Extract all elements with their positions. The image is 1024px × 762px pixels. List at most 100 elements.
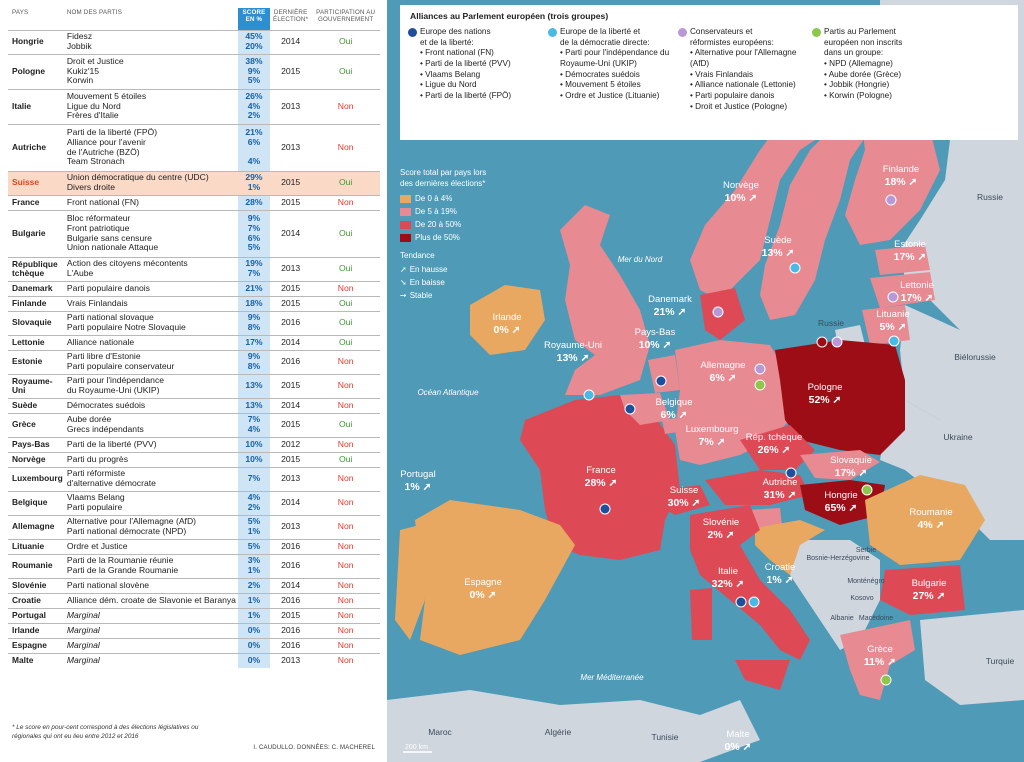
score-class: De 0 à 4% [400,193,530,206]
cell-partis: Vlaams Belang Parti populaire [64,490,238,515]
cell-partis: Vrais Finlandais [64,295,238,311]
table-row: République tchèque Action des citoyens mé… [8,256,380,281]
map-country-score: 32% ➚ [712,578,745,590]
party-score: 4% [247,100,261,111]
map-country-name: Belgique [656,397,693,408]
cell-score: 26% 4% 2% [237,88,270,124]
alliance-color-dot [678,28,687,37]
party-score: 0% [247,624,261,635]
party-score: 7% [247,268,261,278]
cell-gouvernement: Non [311,622,380,638]
cell-election: 2015 [269,451,312,467]
country-belarus [900,305,1024,420]
party-score: 4% [247,492,261,503]
table-row: Italie Mouvement 5 étoiles Ligue du Nord Fr… [8,88,380,124]
map-other-country-label: Monténégro [847,578,884,585]
alliance-color-dot [812,28,821,37]
map-country-name: Espagne [464,577,502,588]
cell-pays: Irlande [8,622,65,638]
cell-score: 2% [237,577,270,593]
map-other-country-label: Albanie [830,615,853,622]
party-score: 10% [245,438,263,449]
cell-election: 2015 [269,295,312,311]
map-country-score: 0% ➚ [494,324,521,336]
trend-item: ➚ En hausse [400,265,448,275]
cell-gouvernement: Oui [311,53,380,89]
cell-partis: Marginal [64,637,238,653]
cell-score: 45% 20% [237,29,270,54]
cell-gouvernement: Oui [311,334,380,350]
cell-pays: Espagne [8,637,65,653]
alliance-party: Parti populaire danois [690,91,806,102]
map-country-name: Suisse [670,485,699,496]
table-row: Suède Démocrates suédois 13% 2014 Non [8,397,380,413]
party-name: du Royaume-Uni (UKIP) [66,385,160,395]
map-country-name: Irlande [492,312,521,323]
cell-gouvernement: Oui [311,295,380,311]
party-name: Parti de la liberté (FPÖ) [66,127,158,138]
country-italy [690,505,810,660]
map-country-name: Pays-Bas [635,327,676,338]
cell-election: 2014 [269,334,312,350]
country-switzerland [658,485,710,515]
cell-election: 2016 [269,622,312,638]
map-country-name: Malte [726,729,749,740]
dot-france-enf [599,503,611,515]
cell-score: 29% 1% [237,170,270,195]
cell-partis: Droit et Justice Kukiz'15 Korwin [64,53,238,89]
party-score: 0% [247,639,261,650]
map-other-country-label: Russie [818,318,844,328]
table-row: Luxembourg Parti réformiste d'alternative … [8,466,380,491]
trend-item: ➙ Stable [400,291,433,301]
country-uk [560,205,650,395]
map-country-name: Norvège [723,180,759,191]
col-header-partis: NOM DES PARTIS [66,9,123,16]
cell-score: 17% [237,334,270,350]
map-country-name: Allemagne [701,360,746,371]
party-score: 28% [245,196,263,207]
table-header-row: PAYS NOM DES PARTIS SCORE EN % DERNIÈRE … [8,8,380,30]
party-name: Union démocratique du centre (UDC) [66,172,209,183]
table-row: France Front national (FN) 28% 2015 Non [8,194,380,210]
map-country-score: 17% ➚ [901,292,934,304]
party-name: Marginal [66,654,100,665]
cell-partis: Parti national slovène [64,577,238,593]
cell-election: 2015 [269,170,312,195]
party-score: 5% [247,242,261,253]
party-score: 5% [247,540,261,551]
alliance-party: Parti de la liberté (FPÖ) [420,91,536,102]
trend-arrow-icon: ➙ [400,291,407,301]
cell-election: 2016 [269,592,312,608]
table-row: Portugal Marginal 1% 2015 Non [8,607,380,623]
party-name: Action des citoyens mécontents [66,258,188,269]
data-panel: PAYS NOM DES PARTIS SCORE EN % DERNIÈRE … [0,0,383,762]
map-country-name: Estonie [894,239,926,250]
party-score: 0% [247,654,261,665]
party-name: Bulgarie sans censure [66,232,152,243]
cell-partis: Alternative pour l'Allemagne (AfD) Parti … [64,514,238,539]
party-name: Grecs indépendants [66,424,144,434]
cell-gouvernement: Non [311,123,380,171]
map-other-country-label: Ukraine [943,432,973,442]
map-country-score: 11% ➚ [864,656,896,668]
alliance-color-dot [408,28,417,37]
map-country-name: Lettonie [900,280,934,291]
party-score: 1% [247,609,261,620]
alliance-party: Alliance nationale (Lettonie) [690,80,806,91]
map-country-score: 0% ➚ [470,589,497,601]
map-country-score: 10% ➚ [639,339,672,351]
cell-pays: Royaume-Uni [8,373,65,398]
cell-score: 13% [237,373,270,398]
cell-partis: Aube dorée Grecs indépendants [64,412,238,437]
party-score: 17% [245,336,263,347]
map-sea-label: Mer Méditerranée [580,673,644,682]
